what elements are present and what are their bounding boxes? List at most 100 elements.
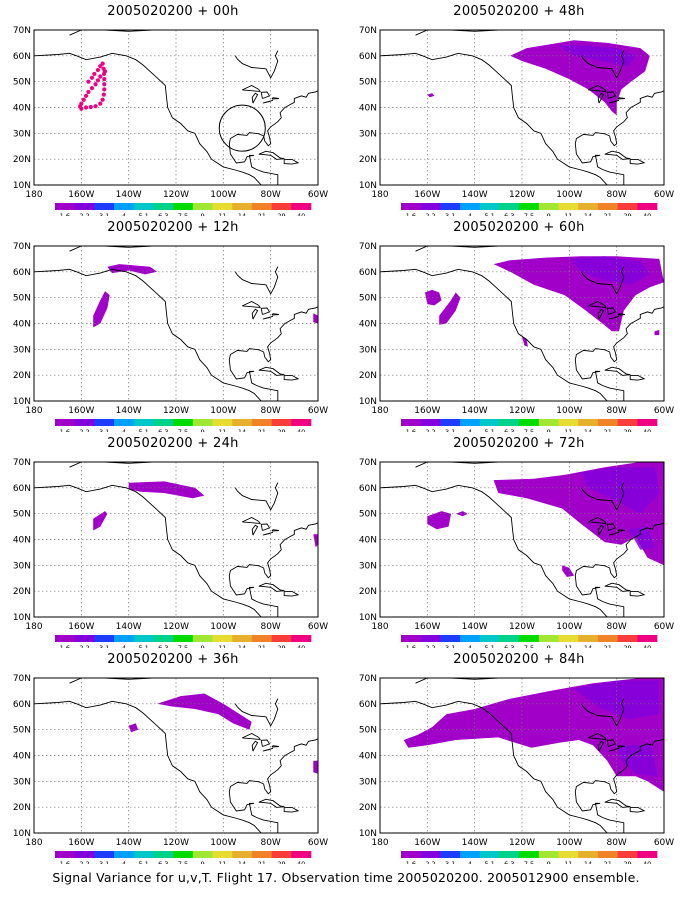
lat-tick-label: 30N — [359, 129, 377, 139]
colorbar-swatch — [74, 203, 95, 210]
lon-tick-label: 140W — [116, 838, 142, 848]
colorbar-label: 11 — [218, 644, 226, 648]
lon-tick-label: 100W — [210, 190, 236, 200]
panel-title: 2005020200 + 00h — [107, 4, 239, 19]
colorbar-swatch — [212, 203, 233, 210]
lon-tick-label: 140W — [116, 406, 142, 416]
lat-tick-label: 60N — [359, 268, 377, 278]
colorbar-swatch — [637, 851, 658, 858]
colorbar-swatch — [440, 635, 461, 642]
map-panel-60h: 2005020200 + 60h 10N 20N 30N 40N 50N 60N 70N 180… — [346, 216, 692, 432]
lat-tick-label: 10N — [13, 829, 31, 839]
map-panel-36h: 2005020200 + 36h 10N 20N 30N 40N 50N 60N 70N 180… — [0, 648, 346, 864]
colorbar-label: 21 — [604, 860, 612, 864]
colorbar-label: 14 — [584, 212, 592, 216]
flight-track — [78, 61, 108, 111]
colorbar: 1.6 2.2 3.1 4 5.1 6.3 7.5 9 11 14 21 29 40 — [401, 635, 658, 648]
colorbar: 1.6 2.2 3.1 4 5.1 6.3 7.5 9 11 14 21 29 40 — [401, 851, 658, 864]
colorbar-swatch — [291, 851, 312, 858]
variance-region — [427, 93, 435, 98]
colorbar-swatch — [232, 203, 253, 210]
variance-region — [93, 511, 108, 531]
variance-core — [569, 256, 650, 285]
colorbar-swatch — [114, 419, 135, 426]
colorbar-swatch — [578, 635, 599, 642]
colorbar-swatch — [291, 635, 312, 642]
map-plot: 10N 20N 30N 40N 50N 60N 70N 180 160W 140W 120W 100W… — [359, 26, 674, 216]
colorbar-swatch — [460, 203, 481, 210]
colorbar-label: 7.5 — [524, 428, 534, 432]
colorbar-swatch — [578, 851, 599, 858]
variance-region — [128, 723, 139, 733]
lat-tick-label: 70N — [13, 458, 31, 468]
colorbar-swatch — [133, 203, 154, 210]
lon-tick-label: 60W — [308, 622, 328, 632]
panel-title: 2005020200 + 36h — [107, 652, 239, 667]
colorbar-label: 9 — [547, 860, 551, 864]
lat-tick-label: 20N — [359, 803, 377, 813]
colorbar-label: 4 — [468, 428, 472, 432]
colorbar-label: 1.6 — [406, 860, 416, 864]
colorbar-swatch — [271, 419, 292, 426]
variance-region — [427, 511, 451, 530]
colorbar-swatch — [637, 419, 658, 426]
lat-tick-label: 30N — [359, 561, 377, 571]
variance-region — [107, 264, 158, 275]
colorbar-label: 29 — [623, 644, 631, 648]
colorbar-swatch — [55, 851, 75, 858]
lon-tick-label: 120W — [509, 838, 535, 848]
colorbar-swatch — [460, 635, 481, 642]
colorbar-swatch — [401, 635, 421, 642]
colorbar-label: 11 — [564, 212, 572, 216]
map-plot: 10N 20N 30N 40N 50N 60N 70N 180 160W 140W 120W 100W… — [13, 242, 328, 432]
colorbar-swatch — [173, 203, 194, 210]
colorbar-swatch — [232, 419, 253, 426]
map-frame — [33, 245, 319, 402]
colorbar-swatch — [133, 419, 154, 426]
lat-tick-label: 60N — [13, 268, 31, 278]
colorbar-swatch — [251, 851, 272, 858]
gridlines — [34, 678, 318, 833]
colorbar-label: 29 — [277, 428, 285, 432]
lon-tick-label: 180 — [371, 838, 388, 848]
colorbar-swatch — [617, 851, 638, 858]
colorbar-label: 2.2 — [425, 212, 435, 216]
map-plot: 10N 20N 30N 40N 50N 60N 70N 180 160W 140W 120W 100W… — [359, 458, 674, 648]
lon-tick-label: 180 — [371, 406, 388, 416]
lat-tick-label: 10N — [359, 397, 377, 407]
colorbar-swatch — [637, 203, 658, 210]
colorbar-label: 14 — [238, 428, 246, 432]
colorbar-swatch — [499, 635, 520, 642]
lon-tick-label: 140W — [462, 406, 488, 416]
map-panel-84h: 2005020200 + 84h 10N 20N 30N 40N 50N 60N 70N 180… — [346, 648, 692, 864]
colorbar-swatch — [251, 419, 272, 426]
colorbar-swatch — [519, 419, 540, 426]
colorbar-label: 3.1 — [99, 644, 109, 648]
colorbar-label: 21 — [258, 860, 266, 864]
colorbar-label: 3.1 — [445, 212, 455, 216]
colorbar-label: 2.2 — [79, 428, 89, 432]
colorbar-swatch — [558, 419, 579, 426]
colorbar-label: 11 — [564, 644, 572, 648]
lat-tick-label: 40N — [359, 536, 377, 546]
colorbar-label: 4 — [468, 212, 472, 216]
colorbar-label: 40 — [297, 644, 305, 648]
colorbar-swatch — [55, 419, 75, 426]
colorbar-label: 7.5 — [524, 212, 534, 216]
colorbar-label: 29 — [623, 428, 631, 432]
map-frame — [379, 245, 665, 402]
colorbar-label: 2.2 — [79, 212, 89, 216]
colorbar-swatch — [153, 419, 174, 426]
colorbar-label: 2.2 — [79, 644, 89, 648]
colorbar-label: 21 — [258, 212, 266, 216]
map-plot: 10N 20N 30N 40N 50N 60N 70N 180 160W 140W 120W 100W… — [13, 458, 328, 648]
colorbar-label: 7.5 — [178, 644, 188, 648]
colorbar-swatch — [479, 851, 500, 858]
colorbar-swatch — [114, 203, 135, 210]
variance-region — [313, 313, 318, 324]
colorbar-label: 1.6 — [406, 644, 416, 648]
lat-tick-label: 40N — [359, 104, 377, 114]
lat-tick-label: 70N — [359, 26, 377, 36]
colorbar-swatch — [420, 851, 441, 858]
lon-tick-label: 160W — [414, 406, 440, 416]
